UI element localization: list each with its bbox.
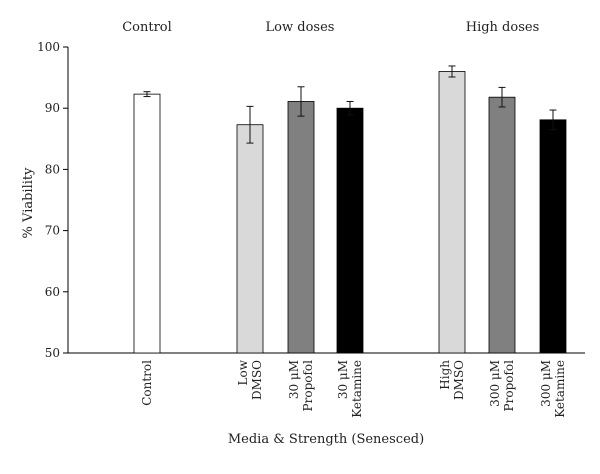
y-tick-label: 80 xyxy=(45,162,60,176)
group-label: Control xyxy=(122,20,172,35)
x-tick-label: 300 μM Ketamine xyxy=(539,360,567,418)
error-bar xyxy=(448,65,456,78)
x-tick-label-line: DMSO xyxy=(250,360,264,400)
x-tick-label-line: Control xyxy=(140,360,154,406)
x-tick-label: Low DMSO xyxy=(236,359,264,400)
x-axis-label: Media & Strength (Senesced) xyxy=(228,432,424,447)
bar xyxy=(133,93,161,354)
x-tick-labels: Control Low DMSO 30 μM Propofol 30 μM Ketamine… xyxy=(140,359,567,418)
y-tick-label: 50 xyxy=(45,346,60,360)
x-tick-label: 30 μM Ketamine xyxy=(336,360,364,418)
x-tick-label-line: 300 μM xyxy=(488,360,502,407)
x-tick-label-line: Ketamine xyxy=(553,360,567,418)
x-tick-label: 30 μM Propofol xyxy=(287,360,315,412)
x-tick-label-line: 300 μM xyxy=(539,360,553,407)
group-labels: Control Low doses High doses xyxy=(122,20,539,35)
x-tick-label-line: Ketamine xyxy=(350,360,364,418)
error-bar xyxy=(297,86,305,117)
x-tick-label: High DMSO xyxy=(438,360,466,400)
x-tick-label-line: Low xyxy=(236,359,250,385)
bar xyxy=(236,124,264,354)
x-tick-label: 300 μM Propofol xyxy=(488,360,516,412)
group-label: Low doses xyxy=(266,20,335,35)
bar xyxy=(539,119,567,354)
bars xyxy=(133,65,567,354)
bar xyxy=(438,71,466,354)
error-bar xyxy=(246,105,254,144)
x-tick-label-line: 30 μM xyxy=(336,360,350,399)
y-axis-label: % Viability xyxy=(21,167,36,239)
error-bar xyxy=(498,86,506,108)
y-tick-label: 70 xyxy=(45,224,60,238)
bar xyxy=(336,107,364,354)
y-tick-label: 90 xyxy=(45,101,60,115)
x-tick-label-line: DMSO xyxy=(452,360,466,400)
x-tick-label-line: High xyxy=(438,360,452,390)
y-tick-label: 100 xyxy=(37,40,60,54)
x-tick-label-line: Propofol xyxy=(301,360,315,412)
bar xyxy=(488,96,516,354)
error-bar xyxy=(549,109,557,131)
error-bar xyxy=(143,91,151,98)
group-label: High doses xyxy=(466,20,540,35)
error-bar xyxy=(346,100,354,116)
x-tick-label-line: 30 μM xyxy=(287,360,301,399)
bar xyxy=(287,101,315,354)
x-tick-label: Control xyxy=(140,360,154,406)
x-tick-label-line: Propofol xyxy=(502,360,516,412)
y-tick-label: 60 xyxy=(45,285,60,299)
